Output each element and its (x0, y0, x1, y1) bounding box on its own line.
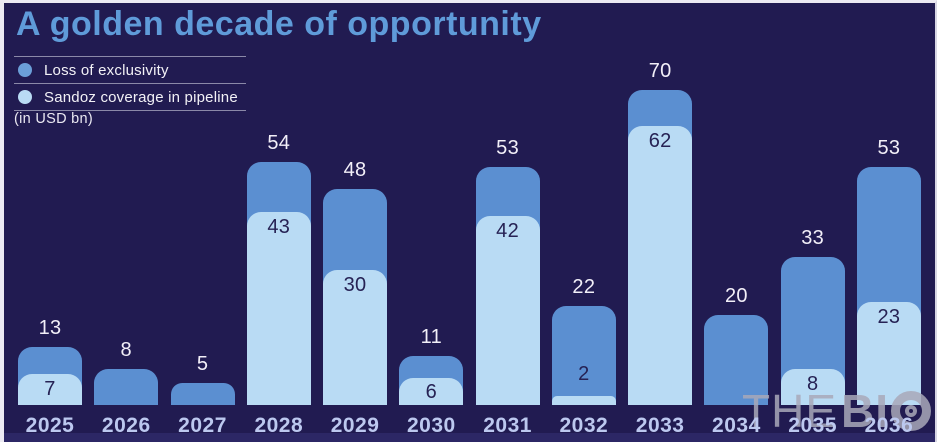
bar-group-2032: 2 22 2032 (551, 90, 616, 437)
legend-label: Loss of exclusivity (44, 61, 169, 79)
bar-group-2033: 62 70 2033 (628, 60, 693, 437)
page-title: A golden decade of opportunity (16, 5, 542, 43)
x-axis-label-2033: 2033 (635, 414, 685, 437)
total-value-label: 48 (343, 159, 367, 181)
bar-group-2034: 20 2034 (704, 90, 769, 437)
bar-group-2025: 7 13 2025 (18, 90, 82, 437)
bar-overlay-segment (628, 126, 693, 405)
bar-group-2027: 5 2027 (170, 90, 235, 437)
total-value-label: 54 (267, 132, 291, 154)
x-axis-label-2036: 2036 (864, 414, 914, 437)
overlay-value-label: 43 (267, 215, 291, 238)
x-axis-label-2031: 2031 (483, 414, 532, 437)
bar-total-segment (704, 315, 769, 405)
bar-overlay-segment (475, 216, 540, 405)
chart-legend: Loss of exclusivity Sandoz coverage in p… (14, 56, 246, 111)
total-value-label: 5 (196, 352, 209, 375)
bar-overlay-segment (856, 301, 921, 405)
total-value-label: 70 (648, 60, 672, 82)
x-axis-label-2027: 2027 (178, 414, 227, 437)
bar-chart: 7 13 2025 8 2026 5 2027 43 54 2028 30 48 2029 6 11 2030… (18, 60, 921, 437)
bar-overlay-segment (246, 211, 311, 405)
bar-overlay-segment (551, 396, 616, 405)
x-axis-label-2030: 2030 (406, 414, 456, 437)
legend-swatch-dark-blue-icon (18, 63, 32, 77)
bar-group-2028: 43 54 2028 (246, 90, 311, 437)
bar-overlay-segment (780, 369, 845, 405)
bar-overlay-segment (18, 373, 82, 405)
x-axis-label-2032: 2032 (559, 414, 609, 437)
footer-band (4, 433, 935, 442)
bar-group-2035: 8 33 2035 (780, 90, 845, 437)
x-axis-label-2029: 2029 (330, 414, 380, 437)
overlay-value-label: 2 (578, 363, 590, 385)
legend-item-loss-of-exclusivity: Loss of exclusivity (14, 56, 246, 83)
the-bio-watermark: THE BI (742, 388, 931, 434)
x-axis-label-2034: 2034 (712, 414, 761, 437)
total-value-label: 8 (120, 339, 132, 361)
watermark-bi-text: BI (841, 385, 889, 437)
legend-swatch-light-blue-icon (18, 90, 32, 104)
bar-group-2026: 8 2026 (94, 90, 159, 437)
x-axis-label-2028: 2028 (254, 414, 304, 437)
overlay-value-label: 8 (806, 373, 819, 395)
overlay-value-label: 42 (496, 220, 520, 242)
overlay-value-label: 23 (877, 305, 901, 328)
overlay-value-label: 30 (343, 274, 367, 296)
x-axis-label-2026: 2026 (101, 414, 151, 437)
bar-overlay-segment (399, 378, 464, 405)
total-value-label: 33 (801, 226, 825, 249)
x-axis-label-2035: 2035 (788, 414, 838, 437)
watermark-o-ring-icon (891, 391, 931, 431)
unit-note: (in USD bn) (14, 111, 94, 127)
total-value-label: 53 (496, 136, 520, 159)
legend-label: Sandoz coverage in pipeline (44, 88, 238, 106)
x-axis-label-2025: 2025 (25, 414, 75, 437)
legend-divider (14, 110, 246, 111)
bar-group-2031: 42 53 2031 (475, 90, 540, 437)
bar-group-2030: 6 11 2030 (399, 90, 464, 437)
total-value-label: 13 (38, 316, 62, 339)
total-value-label: 53 (877, 136, 901, 159)
bar-total-segment (551, 306, 616, 405)
bar-total-segment (170, 382, 235, 405)
bar-overlay-segment (323, 270, 388, 405)
legend-item-sandoz-coverage: Sandoz coverage in pipeline (14, 83, 246, 110)
bar-total-segment (94, 369, 159, 405)
bar-group-2036: 23 53 2036 (856, 90, 921, 437)
bar-group-2029: 30 48 2029 (323, 90, 388, 437)
total-value-label: 20 (724, 285, 748, 307)
overlay-value-label: 6 (425, 381, 438, 403)
total-value-label: 11 (420, 325, 443, 348)
total-value-label: 22 (572, 276, 596, 298)
overlay-value-label: 7 (44, 377, 56, 400)
overlay-value-label: 62 (648, 130, 672, 152)
watermark-the-text: THE (742, 385, 837, 437)
